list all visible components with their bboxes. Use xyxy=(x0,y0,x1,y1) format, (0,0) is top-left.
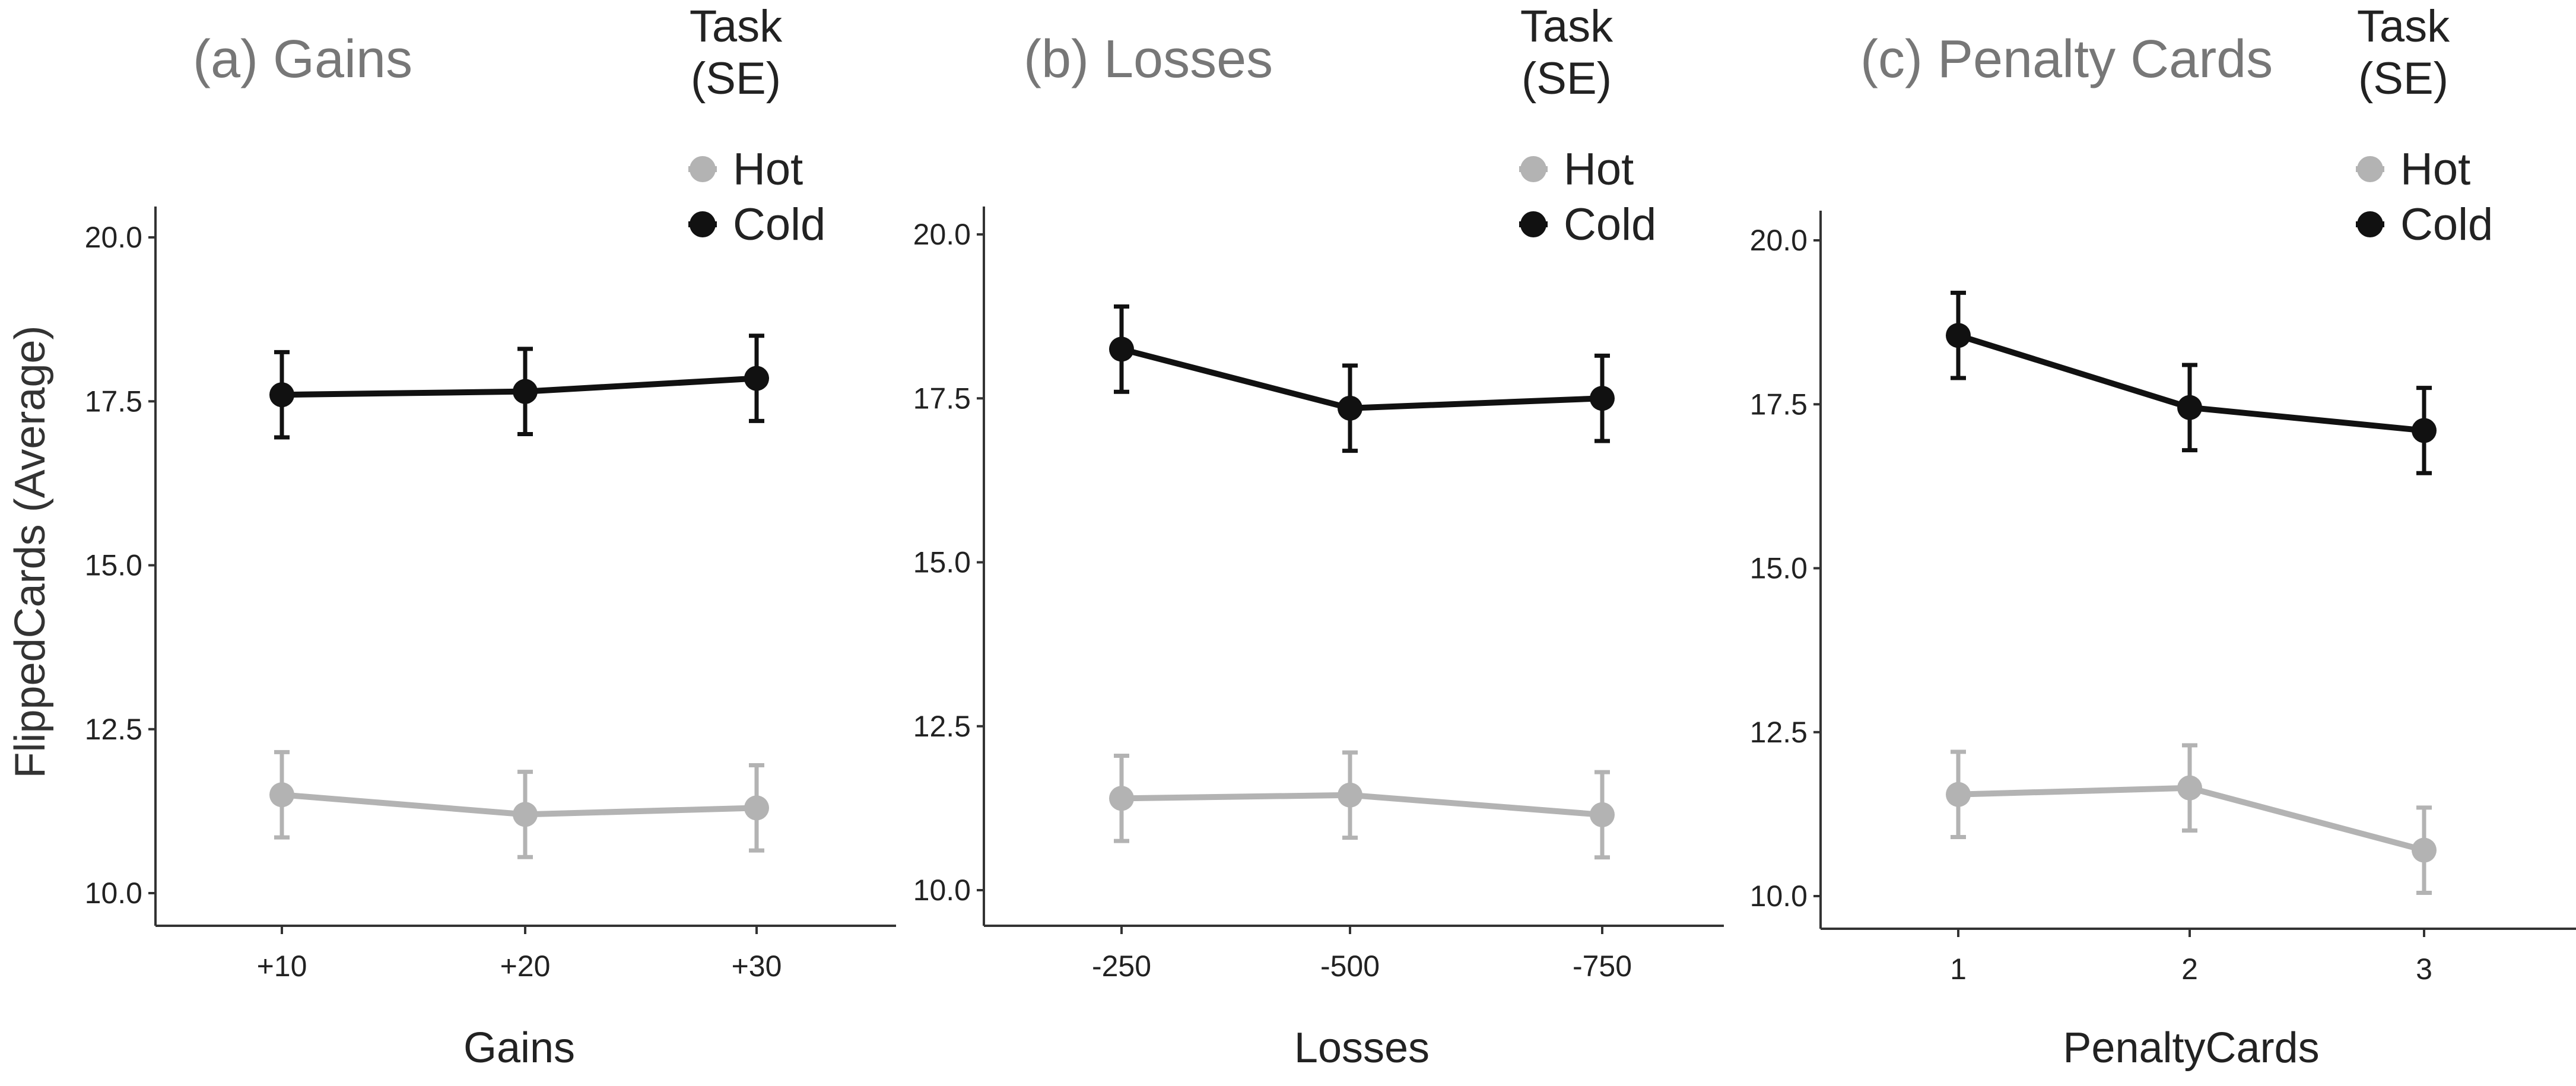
data-point xyxy=(1338,395,1362,421)
panel-title: (b) Losses xyxy=(1024,30,1273,89)
legend-title: Task xyxy=(1520,1,1613,52)
y-tick-label: 17.5 xyxy=(85,385,142,418)
legend-title: (SE) xyxy=(691,53,781,104)
data-point xyxy=(2177,775,2202,801)
y-tick-label: 15.0 xyxy=(1750,552,1808,585)
legend-swatch-point xyxy=(2357,211,2383,237)
series-hot xyxy=(1946,743,2437,895)
series-line xyxy=(1120,346,1603,411)
legend-label: Cold xyxy=(733,199,825,250)
y-tick-label: 12.5 xyxy=(1750,716,1808,749)
panel-title: (c) Penalty Cards xyxy=(1860,30,2273,89)
y-tick-label: 15.0 xyxy=(913,546,971,579)
y-tick-label: 17.5 xyxy=(913,382,971,415)
data-point xyxy=(1109,786,1134,811)
legend-title: Task xyxy=(690,1,783,52)
data-point xyxy=(2177,395,2202,420)
legend-item-hot: Hot xyxy=(2356,144,2470,195)
legend-title: (SE) xyxy=(1522,53,1612,104)
legend-item-hot: Hot xyxy=(688,144,803,195)
legend-title: (SE) xyxy=(2358,53,2448,104)
data-point xyxy=(513,379,538,404)
legend-item-cold: Cold xyxy=(688,199,825,250)
series-cold xyxy=(1946,290,2437,475)
series-cold xyxy=(269,334,769,440)
panel-a: 10.0 12.5 15.0 17.5 20.0 +10 +20 +30 Gains (a) Ga… xyxy=(85,1,896,1072)
y-tick-label: 12.5 xyxy=(85,713,142,746)
series-hot xyxy=(1109,750,1615,860)
legend-swatch-point xyxy=(690,211,716,237)
x-tick-label: +30 xyxy=(732,950,782,983)
legend-label: Hot xyxy=(1564,144,1634,195)
legend-title: Task xyxy=(2357,1,2450,52)
data-point xyxy=(269,382,294,408)
data-point xyxy=(1590,802,1615,827)
data-point xyxy=(744,366,769,391)
data-point xyxy=(269,782,294,808)
x-axis-label: PenaltyCards xyxy=(2063,1024,2319,1072)
x-tick-label: +10 xyxy=(257,950,307,983)
y-tick-label: 12.5 xyxy=(913,710,971,743)
data-point xyxy=(1338,782,1362,808)
y-axis-label: FlippedCards (Average) xyxy=(7,325,54,778)
panel-c: 10.0 12.5 15.0 17.5 20.0 1 2 3 PenaltyCards (c) P… xyxy=(1750,1,2576,1072)
x-tick-label: -750 xyxy=(1573,950,1632,983)
data-point xyxy=(1590,386,1615,411)
data-point xyxy=(1946,323,1971,348)
series-cold xyxy=(1109,304,1615,453)
x-axis-label: Gains xyxy=(463,1024,575,1072)
legend-swatch-point xyxy=(1520,211,1546,237)
legend-swatch-point xyxy=(1520,156,1546,182)
y-tick-label: 15.0 xyxy=(85,549,142,582)
y-tick-label: 10.0 xyxy=(1750,879,1808,913)
x-tick-label: -500 xyxy=(1320,950,1380,983)
data-point xyxy=(1946,782,1971,807)
legend-item-hot: Hot xyxy=(1519,144,1634,195)
legend-swatch-point xyxy=(690,156,716,182)
series-hot xyxy=(269,750,769,859)
panel-b: 10.0 12.5 15.0 17.5 20.0 -250 -500 -750 Losses (b… xyxy=(913,1,1724,1072)
x-axis-label: Losses xyxy=(1294,1024,1430,1072)
data-point xyxy=(513,802,538,827)
legend-label: Cold xyxy=(2400,199,2493,250)
legend-item-cold: Cold xyxy=(1519,199,1656,250)
data-point xyxy=(744,795,769,821)
y-tick-label: 10.0 xyxy=(85,877,142,910)
panel-title: (a) Gains xyxy=(193,30,412,89)
data-point xyxy=(2412,418,2437,443)
legend-label: Cold xyxy=(1564,199,1656,250)
data-point xyxy=(2412,837,2437,863)
x-tick-label: +20 xyxy=(500,950,551,983)
x-tick-label: 1 xyxy=(1950,952,1967,986)
y-tick-label: 10.0 xyxy=(913,874,971,907)
data-point xyxy=(1109,336,1134,362)
x-tick-label: 3 xyxy=(2416,952,2432,986)
legend-label: Hot xyxy=(733,144,803,195)
x-tick-label: 2 xyxy=(2181,952,2198,986)
legend-item-cold: Cold xyxy=(2356,199,2493,250)
y-tick-label: 20.0 xyxy=(85,221,142,254)
x-tick-label: -250 xyxy=(1092,950,1151,983)
y-tick-label: 17.5 xyxy=(1750,388,1808,421)
legend-swatch-point xyxy=(2357,156,2383,182)
y-tick-label: 20.0 xyxy=(913,218,971,251)
legend-label: Hot xyxy=(2400,144,2470,195)
y-tick-label: 20.0 xyxy=(1750,224,1808,257)
